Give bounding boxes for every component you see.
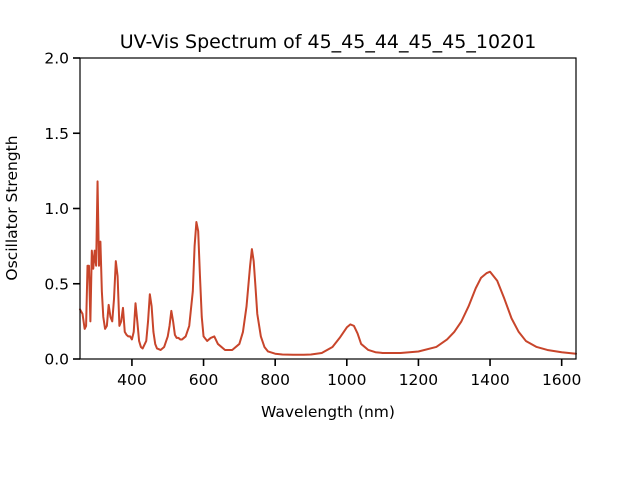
spectrum-line [79,180,577,356]
chart-title: UV-Vis Spectrum of 45_45_44_45_45_10201 [120,31,537,53]
plot-frame [79,57,577,360]
x-tick-label: 600 [189,371,219,389]
x-axis-ticks: 400 600 800 1000 1200 1400 1600 [117,359,581,389]
y-tick-label: 0.0 [44,351,69,369]
y-axis-label: Oscillator Strength [3,135,21,280]
x-tick-label: 1200 [399,371,438,389]
y-tick-label: 0.5 [44,275,69,293]
x-tick-label: 800 [260,371,290,389]
x-tick-label: 1600 [542,371,581,389]
x-tick-label: 1000 [327,371,366,389]
x-tick-label: 400 [117,371,147,389]
plot-area [79,180,577,356]
y-tick-label: 1.0 [44,200,69,218]
x-tick-label: 1400 [470,371,509,389]
y-tick-label: 1.5 [44,125,69,143]
y-tick-label: 2.0 [44,50,69,68]
y-axis-ticks: 0.0 0.5 1.0 1.5 2.0 [44,50,80,369]
x-axis-label: Wavelength (nm) [261,403,395,421]
